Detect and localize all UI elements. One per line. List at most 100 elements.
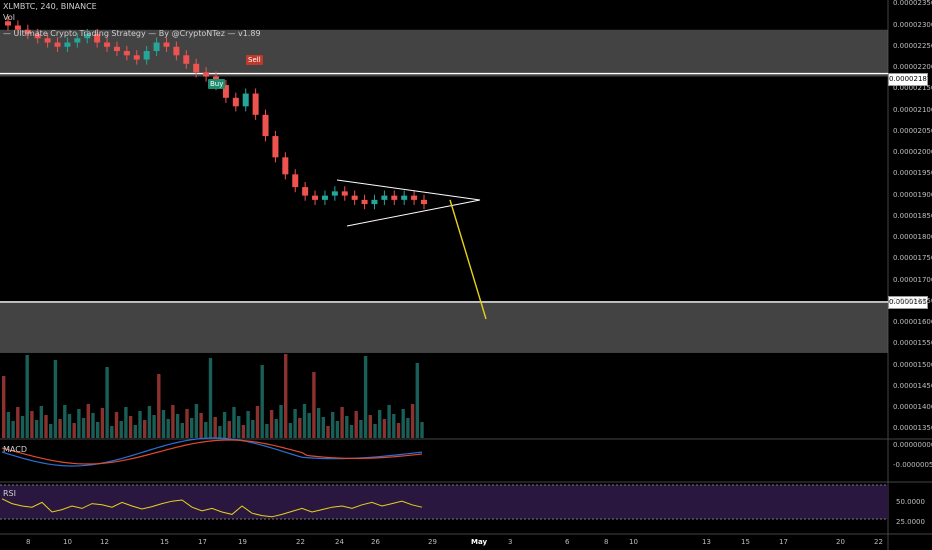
lower-level-tag: 0.00001650 (888, 296, 931, 309)
candle-body (203, 72, 210, 77)
volume-bar (105, 367, 109, 438)
sell-signal: Sell (246, 55, 263, 65)
x-tick-label: May (471, 538, 488, 546)
volume-bar (49, 424, 53, 438)
volume-bar (39, 406, 43, 438)
volume-bar (190, 418, 194, 438)
volume-bar (100, 408, 105, 438)
rsi-label: RSI (3, 489, 16, 498)
volume-bar (260, 365, 264, 438)
volume-bar (316, 408, 321, 438)
candle-body (302, 187, 309, 196)
volume-bar (58, 419, 62, 438)
strategy-label: — Ultimate Crypto Trading Strategy — By … (3, 29, 261, 38)
volume-bar (321, 417, 325, 438)
candle-body (341, 191, 348, 196)
volume-bar (53, 360, 58, 438)
candle-body (54, 42, 61, 47)
volume-bar (265, 424, 269, 438)
volume-bar (392, 414, 396, 438)
macd-tick-label: -0.00000050 (893, 461, 932, 469)
candle-body (24, 29, 31, 35)
candle-body (262, 114, 269, 137)
x-tick-label: 13 (702, 538, 711, 546)
candle-body (232, 97, 239, 107)
volume-bar (86, 404, 90, 438)
upper-level-tag: 0.00002187 (888, 73, 931, 86)
volume-bar (175, 414, 180, 438)
candle-body (252, 93, 259, 115)
candle-body (391, 195, 398, 200)
volume-bar (359, 420, 363, 438)
x-tick-label: 17 (198, 538, 207, 546)
x-tick-label: 15 (741, 538, 750, 546)
volume-bar (274, 419, 278, 438)
volume-bar (246, 411, 250, 438)
candle-body (34, 34, 41, 39)
x-tick-label: 22 (874, 538, 883, 546)
volume-bar (44, 415, 48, 438)
volume-bar (2, 376, 6, 438)
volume-bar (312, 372, 316, 438)
candle-body (183, 55, 190, 64)
candle-body (292, 174, 299, 188)
volume-bar (331, 412, 335, 438)
volume-bar (119, 421, 123, 438)
candle-body (421, 199, 427, 205)
volume-bar (237, 416, 241, 438)
candle-body (282, 157, 289, 175)
y-tick-label: 0.00002050 (893, 126, 932, 135)
volume-bar (20, 416, 25, 438)
y-tick-label: 0.00001350 (893, 424, 932, 433)
volume-bar (30, 411, 34, 438)
x-tick-label: 20 (836, 538, 845, 546)
candle-body (123, 51, 130, 56)
volume-bar (387, 405, 391, 438)
y-tick-label: 0.00001400 (893, 403, 932, 412)
volume-bar (133, 425, 137, 438)
volume-bar (67, 414, 72, 438)
x-tick-label: 24 (335, 538, 344, 546)
volume-bar (396, 423, 401, 438)
symbol-title: XLMBTC, 240, BINANCE (3, 2, 97, 11)
x-tick-label: 8 (604, 538, 609, 546)
volume-bar (298, 418, 302, 438)
candle-body (44, 38, 51, 43)
candle-body (321, 195, 328, 200)
volume-bar (251, 420, 255, 438)
y-tick-label: 0.00001450 (893, 381, 932, 390)
volume-bar (406, 418, 410, 438)
volume-bar (349, 425, 354, 438)
volume-bar (340, 407, 344, 438)
candle-body (84, 34, 91, 39)
volume-bar (302, 404, 307, 438)
volume-bar (6, 412, 11, 438)
macd-line (1, 437, 423, 467)
volume-bar (157, 374, 161, 438)
macd-signal-line (1, 439, 423, 465)
volume-bar (293, 409, 297, 438)
volume-bar (16, 407, 20, 438)
candle-body (143, 51, 150, 60)
candle-body (64, 42, 71, 47)
volume-bar (279, 405, 283, 438)
volume-bar (180, 423, 184, 438)
candle-body (113, 46, 120, 52)
volume-bar (72, 423, 76, 438)
candle-body (401, 195, 408, 200)
volume-bar (345, 416, 349, 438)
x-tick-label: 3 (508, 538, 513, 546)
x-tick-label: 26 (371, 538, 380, 546)
rsi-tick-label: 25.0000 (896, 518, 925, 526)
volume-bar (382, 419, 387, 438)
y-tick-label: 0.00001950 (893, 169, 932, 178)
volume-bar (143, 420, 147, 438)
volume-bar (138, 411, 142, 438)
y-tick-label: 0.00002350 (893, 0, 932, 8)
volume-bar (288, 423, 293, 438)
volume-bar (401, 409, 405, 438)
x-tick-label: 15 (160, 538, 169, 546)
volume-bar (269, 410, 274, 438)
volume-bar (34, 420, 39, 438)
